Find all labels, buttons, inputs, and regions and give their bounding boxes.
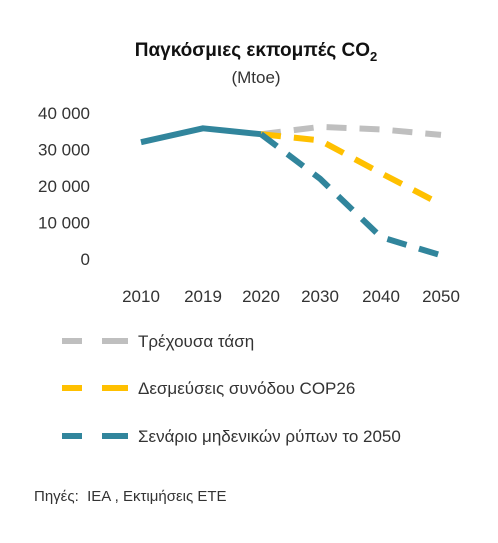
y-tick-label: 10 000 [38,214,90,233]
x-tick-label: 2050 [422,287,460,306]
source-note: Πηγές: IEA , Εκτιμήσεις ΕΤΕ [34,488,227,505]
y-tick-label: 40 000 [38,104,90,123]
series-line-2 [260,131,443,207]
legend: Τρέχουσα τάση Δεσμεύσεις συνόδου COP26 Σεν… [62,332,401,446]
x-axis: 2010 2019 2020 2030 2040 2050 [122,287,460,306]
plot-lines [140,123,443,259]
x-tick-label: 2019 [184,287,222,306]
y-tick-label: 0 [81,250,90,269]
x-tick-label: 2020 [242,287,280,306]
emissions-chart: Παγκόσμιες εκπομπές CO2 (Mtoe) 40 000 30 … [38,40,460,446]
x-tick-label: 2010 [122,287,160,306]
y-tick-label: 20 000 [38,177,90,196]
x-tick-label: 2030 [301,287,339,306]
legend-label: Τρέχουσα τάση [138,332,254,351]
history-line [140,125,262,146]
chart-title: Παγκόσμιες εκπομπές CO2 [135,40,378,64]
legend-label: Δεσμεύσεις συνόδου COP26 [138,379,355,398]
chart-subtitle: (Mtoe) [231,68,280,87]
series-line-1 [260,123,442,138]
y-axis: 40 000 30 000 20 000 10 000 0 [38,104,90,269]
series-line-3 [259,131,442,259]
chart-title-subscript: 2 [370,49,377,64]
x-tick-label: 2040 [362,287,400,306]
legend-label: Σενάριο μηδενικών ρύπων το 2050 [138,427,401,446]
chart-title-main: Παγκόσμιες εκπομπές CO [135,40,370,61]
y-tick-label: 30 000 [38,141,90,160]
